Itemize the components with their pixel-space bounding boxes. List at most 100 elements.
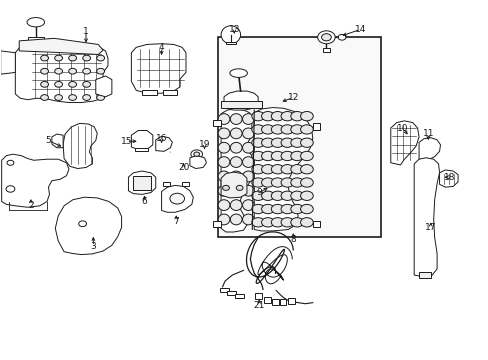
Circle shape [281, 191, 293, 201]
Text: 18: 18 [443, 173, 454, 182]
Polygon shape [0, 51, 15, 74]
Bar [193, 157, 200, 160]
Ellipse shape [242, 128, 254, 139]
Polygon shape [63, 123, 97, 168]
Text: 6: 6 [142, 197, 147, 206]
Text: 11: 11 [422, 129, 433, 138]
Text: 1: 1 [83, 27, 89, 36]
Circle shape [41, 55, 48, 61]
Bar [217, 37, 380, 237]
Bar [279, 299, 286, 305]
Ellipse shape [229, 69, 247, 77]
Polygon shape [15, 41, 108, 103]
Circle shape [271, 218, 284, 227]
Polygon shape [212, 221, 221, 227]
Circle shape [281, 112, 293, 121]
Polygon shape [52, 134, 63, 148]
Circle shape [271, 178, 284, 187]
Ellipse shape [218, 142, 229, 153]
Text: 8: 8 [290, 235, 296, 244]
Circle shape [251, 178, 264, 187]
Circle shape [317, 31, 334, 44]
Circle shape [261, 191, 274, 201]
Text: 12: 12 [287, 93, 298, 102]
Circle shape [251, 218, 264, 227]
Circle shape [79, 221, 86, 226]
Ellipse shape [230, 200, 242, 211]
Circle shape [300, 112, 313, 121]
Polygon shape [1, 154, 69, 207]
Polygon shape [439, 170, 457, 187]
Bar [234, 294, 243, 298]
Circle shape [261, 218, 274, 227]
Circle shape [82, 81, 90, 87]
Circle shape [55, 81, 62, 87]
Ellipse shape [230, 142, 242, 153]
Circle shape [222, 185, 229, 190]
Ellipse shape [218, 171, 229, 182]
Circle shape [271, 165, 284, 174]
Circle shape [300, 218, 313, 227]
Circle shape [55, 95, 62, 100]
Circle shape [290, 204, 303, 214]
Circle shape [97, 95, 104, 100]
Circle shape [290, 218, 303, 227]
Circle shape [261, 112, 274, 121]
Polygon shape [254, 108, 312, 231]
Circle shape [300, 151, 313, 161]
Circle shape [69, 55, 76, 61]
Bar [322, 48, 330, 51]
Ellipse shape [242, 214, 254, 225]
Circle shape [321, 34, 330, 41]
Text: 7: 7 [173, 217, 179, 226]
Ellipse shape [218, 128, 229, 139]
Ellipse shape [242, 200, 254, 211]
Circle shape [82, 68, 90, 74]
Bar [288, 298, 295, 304]
Circle shape [97, 55, 104, 61]
Bar [225, 42, 235, 44]
Polygon shape [224, 91, 258, 110]
Circle shape [69, 95, 76, 100]
Circle shape [290, 138, 303, 147]
Circle shape [261, 125, 274, 134]
Circle shape [300, 204, 313, 214]
Circle shape [281, 151, 293, 161]
Circle shape [55, 68, 62, 74]
Text: 16: 16 [156, 134, 167, 143]
Ellipse shape [230, 185, 242, 196]
Polygon shape [19, 39, 103, 54]
Circle shape [261, 178, 274, 187]
Text: 13: 13 [228, 25, 240, 34]
Bar [135, 148, 148, 151]
Circle shape [300, 125, 313, 134]
Circle shape [236, 185, 243, 190]
Polygon shape [221, 109, 254, 232]
Text: 9: 9 [256, 188, 262, 197]
Polygon shape [418, 138, 440, 160]
Circle shape [281, 178, 293, 187]
Ellipse shape [27, 18, 44, 27]
Polygon shape [131, 44, 185, 93]
Text: 5: 5 [45, 136, 51, 145]
Circle shape [281, 125, 293, 134]
Text: 19: 19 [198, 140, 210, 149]
Ellipse shape [242, 114, 254, 125]
Ellipse shape [221, 26, 240, 44]
Polygon shape [55, 197, 122, 255]
Bar [27, 37, 44, 43]
Circle shape [251, 204, 264, 214]
Circle shape [251, 138, 264, 147]
Polygon shape [312, 123, 320, 130]
Circle shape [6, 186, 15, 192]
Bar [182, 182, 189, 186]
Circle shape [193, 152, 199, 156]
Circle shape [261, 204, 274, 214]
Circle shape [69, 81, 76, 87]
Circle shape [261, 138, 274, 147]
Polygon shape [128, 171, 156, 194]
Text: 4: 4 [159, 43, 164, 52]
Circle shape [290, 151, 303, 161]
Circle shape [251, 165, 264, 174]
Circle shape [169, 193, 184, 204]
